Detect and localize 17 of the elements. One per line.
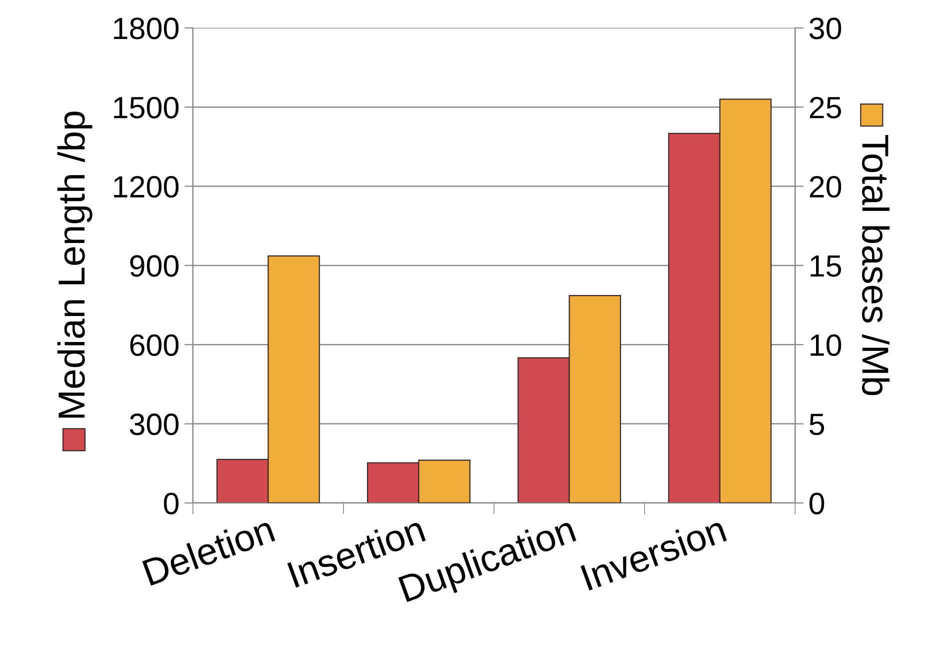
y2-tick-label: 25 — [810, 96, 842, 118]
y-tick-label: 1200 — [114, 176, 179, 198]
y2-tick-label: 15 — [810, 255, 842, 277]
y2-tick-label: 10 — [810, 334, 842, 356]
y2-tick-label: 5 — [810, 414, 824, 436]
y2-tick-label: 30 — [810, 18, 842, 40]
y-tick-label: 0 — [164, 492, 179, 514]
y2-tick-label: 0 — [810, 492, 824, 514]
y-tick-label: 300 — [130, 414, 179, 436]
y-axis-title: Median Length /bp — [57, 112, 92, 418]
y-tick-label: 900 — [130, 255, 179, 277]
y2-tick-label: 20 — [810, 176, 842, 198]
y-tick-label: 600 — [130, 334, 179, 356]
y-tick-label: 1800 — [114, 18, 179, 40]
x-tick-label: Deletion — [142, 514, 276, 586]
y-tick-label: 1500 — [114, 96, 179, 118]
y2-axis-title: Total bases /Mb — [862, 134, 890, 396]
